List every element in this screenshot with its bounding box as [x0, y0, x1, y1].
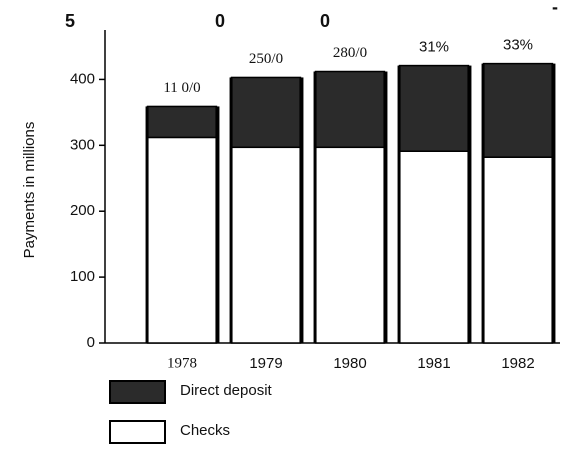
bar-edge — [397, 65, 401, 343]
bar-segment — [314, 70, 386, 149]
bar-annotation: 11 0/0 — [163, 80, 200, 96]
x-tick-label: 1982 — [501, 355, 534, 372]
y-tick-label: 200 — [70, 202, 95, 219]
bar-edge — [229, 77, 233, 343]
y-tick-label: 100 — [70, 268, 95, 285]
bar-segment — [482, 62, 554, 158]
bar-edge — [145, 106, 149, 343]
top-mark: - — [552, 0, 558, 17]
bar-segment — [482, 156, 554, 344]
x-tick-label: 1978 — [167, 355, 197, 371]
bar-segment — [230, 76, 302, 149]
x-tick-label: 1981 — [417, 355, 450, 372]
bar-edge — [313, 71, 317, 344]
legend-swatch — [109, 380, 166, 404]
bar-edge — [299, 77, 304, 343]
bar-annotation: 250/0 — [249, 51, 283, 67]
top-mark: 5 — [65, 11, 75, 31]
y-tick-label: 400 — [70, 70, 95, 87]
y-tick-label: 0 — [87, 334, 95, 351]
bar-segment — [230, 146, 302, 344]
x-tick-label: 1979 — [249, 355, 282, 372]
legend-label: Direct deposit — [180, 382, 273, 399]
bar-segment — [314, 146, 386, 344]
bar-segment — [146, 136, 218, 344]
y-axis-label: Payments in millions — [21, 122, 38, 259]
x-tick-label: 1980 — [333, 355, 366, 372]
bar-edge — [551, 63, 556, 343]
bar-edge — [215, 106, 220, 343]
bar-segment — [146, 105, 218, 139]
top-mark: 0 — [215, 11, 225, 31]
bar-edge — [467, 65, 472, 343]
legend-swatch — [109, 420, 166, 444]
legend-label: Checks — [180, 422, 230, 439]
bar-segment — [398, 64, 470, 152]
bar-segment — [398, 150, 470, 344]
bar-edge — [481, 63, 485, 343]
y-tick-label: 300 — [70, 136, 95, 153]
bar-annotation: 31% — [419, 39, 449, 56]
top-mark: 0 — [320, 11, 330, 31]
bar-annotation: 280/0 — [333, 45, 367, 61]
bar-annotation: 33% — [503, 37, 533, 54]
bar-edge — [383, 71, 388, 344]
